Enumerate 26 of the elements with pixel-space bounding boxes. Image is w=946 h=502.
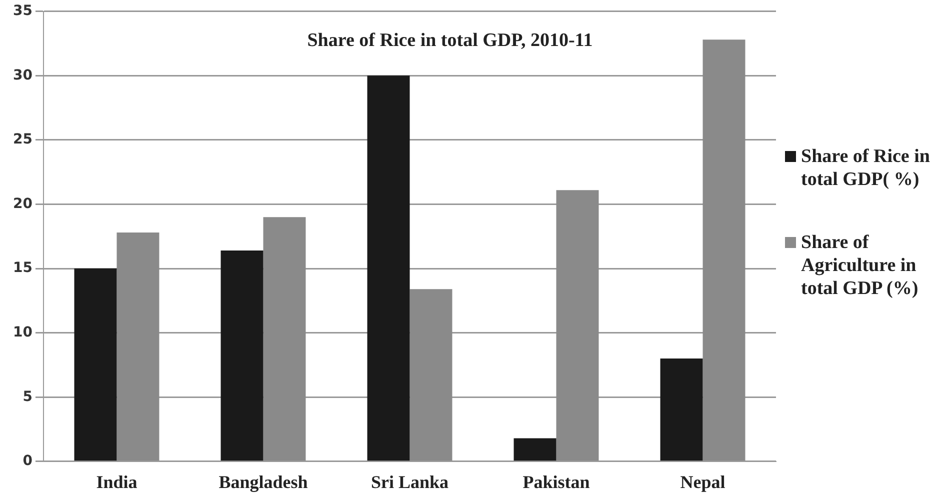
y-tick-label: 10 <box>13 324 33 340</box>
y-tick-label: 30 <box>13 67 33 84</box>
x-tick-label: Pakistan <box>522 472 590 492</box>
y-tick-label: 25 <box>13 132 32 148</box>
legend-label: Share of Rice in total GDP( %) <box>801 145 931 191</box>
bar <box>410 289 452 461</box>
y-tick-label: 35 <box>13 3 32 20</box>
bar <box>116 232 160 461</box>
y-tick-label: 0 <box>22 453 33 470</box>
x-tick-label: Nepal <box>680 472 726 492</box>
bar <box>263 217 306 461</box>
x-tick-label: Sri Lanka <box>370 472 449 492</box>
legend-label: Share of Agriculture in total GDP (%) <box>801 231 920 300</box>
bar <box>220 250 264 461</box>
y-tick-label: 15 <box>13 260 32 276</box>
bar <box>514 438 556 461</box>
x-tick-label: India <box>96 472 138 492</box>
bar <box>660 358 703 461</box>
text: Share of Rice in total GDP, 2010-11 <box>306 30 594 52</box>
y-tick-label: 20 <box>13 196 33 212</box>
y-tick-label: 5 <box>22 388 32 405</box>
bar <box>74 268 117 461</box>
bar <box>367 76 410 461</box>
bar <box>702 40 746 461</box>
bar <box>556 190 599 461</box>
x-tick-label: Bangladesh <box>218 472 308 492</box>
